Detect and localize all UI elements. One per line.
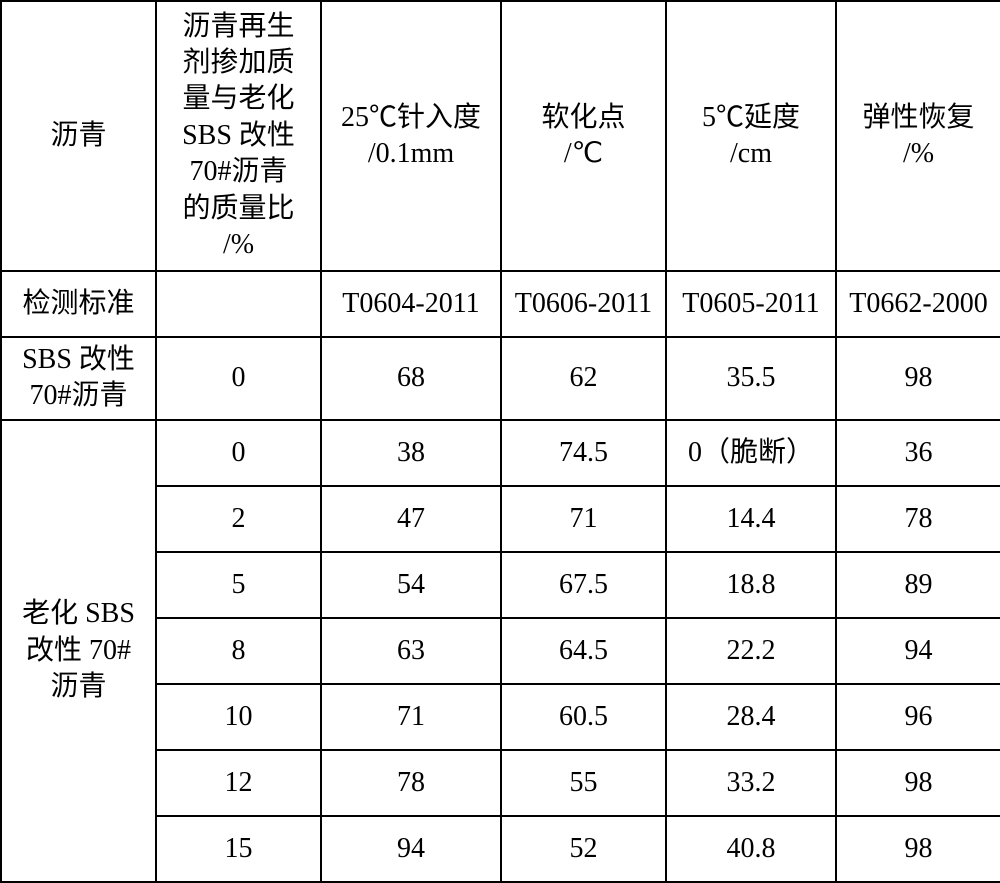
aged-ductility: 0（脆断） <box>666 420 836 486</box>
col-header-ratio: 沥青再生剂掺加质量与老化SBS 改性70#沥青的质量比/% <box>156 1 321 271</box>
aged-ratio: 8 <box>156 618 321 684</box>
aged-elastic: 94 <box>836 618 1000 684</box>
col-header-penetration: 25℃针入度/0.1mm <box>321 1 501 271</box>
sbs-penetration: 68 <box>321 337 501 420</box>
aged-softening: 71 <box>501 486 666 552</box>
asphalt-data-table-container: 沥青 沥青再生剂掺加质量与老化SBS 改性70#沥青的质量比/% 25℃针入度/… <box>0 0 1000 757</box>
table-header-row: 沥青 沥青再生剂掺加质量与老化SBS 改性70#沥青的质量比/% 25℃针入度/… <box>1 1 1000 271</box>
aged-elastic: 89 <box>836 552 1000 618</box>
aged-penetration: 63 <box>321 618 501 684</box>
aged-group-label: 老化 SBS改性 70#沥青 <box>1 420 156 882</box>
aged-penetration: 78 <box>321 750 501 816</box>
aged-softening: 74.5 <box>501 420 666 486</box>
col-header-softening: 软化点/℃ <box>501 1 666 271</box>
aged-ratio: 12 <box>156 750 321 816</box>
aged-softening: 52 <box>501 816 666 882</box>
col-header-ductility: 5℃延度/cm <box>666 1 836 271</box>
aged-elastic: 96 <box>836 684 1000 750</box>
aged-penetration: 94 <box>321 816 501 882</box>
sbs-label: SBS 改性70#沥青 <box>1 337 156 420</box>
aged-ductility: 40.8 <box>666 816 836 882</box>
aged-ratio: 5 <box>156 552 321 618</box>
aged-softening: 55 <box>501 750 666 816</box>
standard-elastic: T0662-2000 <box>836 271 1000 337</box>
sbs-row: SBS 改性70#沥青 0 68 62 35.5 98 <box>1 337 1000 420</box>
standard-penetration: T0604-2011 <box>321 271 501 337</box>
aged-softening: 64.5 <box>501 618 666 684</box>
aged-ductility: 33.2 <box>666 750 836 816</box>
sbs-elastic: 98 <box>836 337 1000 420</box>
sbs-softening: 62 <box>501 337 666 420</box>
aged-elastic: 78 <box>836 486 1000 552</box>
aged-penetration: 38 <box>321 420 501 486</box>
aged-ductility: 22.2 <box>666 618 836 684</box>
aged-penetration: 71 <box>321 684 501 750</box>
aged-penetration: 47 <box>321 486 501 552</box>
aged-ductility: 14.4 <box>666 486 836 552</box>
aged-ratio: 0 <box>156 420 321 486</box>
aged-penetration: 54 <box>321 552 501 618</box>
aged-row: 老化 SBS改性 70#沥青 0 38 74.5 0（脆断） 36 <box>1 420 1000 486</box>
aged-elastic: 36 <box>836 420 1000 486</box>
sbs-ratio: 0 <box>156 337 321 420</box>
standard-row: 检测标准 T0604-2011 T0606-2011 T0605-2011 T0… <box>1 271 1000 337</box>
col-header-elastic: 弹性恢复/% <box>836 1 1000 271</box>
sbs-ductility: 35.5 <box>666 337 836 420</box>
aged-softening: 60.5 <box>501 684 666 750</box>
aged-ratio: 10 <box>156 684 321 750</box>
aged-ductility: 18.8 <box>666 552 836 618</box>
asphalt-data-table: 沥青 沥青再生剂掺加质量与老化SBS 改性70#沥青的质量比/% 25℃针入度/… <box>0 0 1000 883</box>
aged-ratio: 15 <box>156 816 321 882</box>
aged-ductility: 28.4 <box>666 684 836 750</box>
aged-softening: 67.5 <box>501 552 666 618</box>
standard-softening: T0606-2011 <box>501 271 666 337</box>
standard-label: 检测标准 <box>1 271 156 337</box>
standard-ductility: T0605-2011 <box>666 271 836 337</box>
aged-elastic: 98 <box>836 750 1000 816</box>
aged-elastic: 98 <box>836 816 1000 882</box>
aged-ratio: 2 <box>156 486 321 552</box>
col-header-asphalt: 沥青 <box>1 1 156 271</box>
standard-ratio <box>156 271 321 337</box>
